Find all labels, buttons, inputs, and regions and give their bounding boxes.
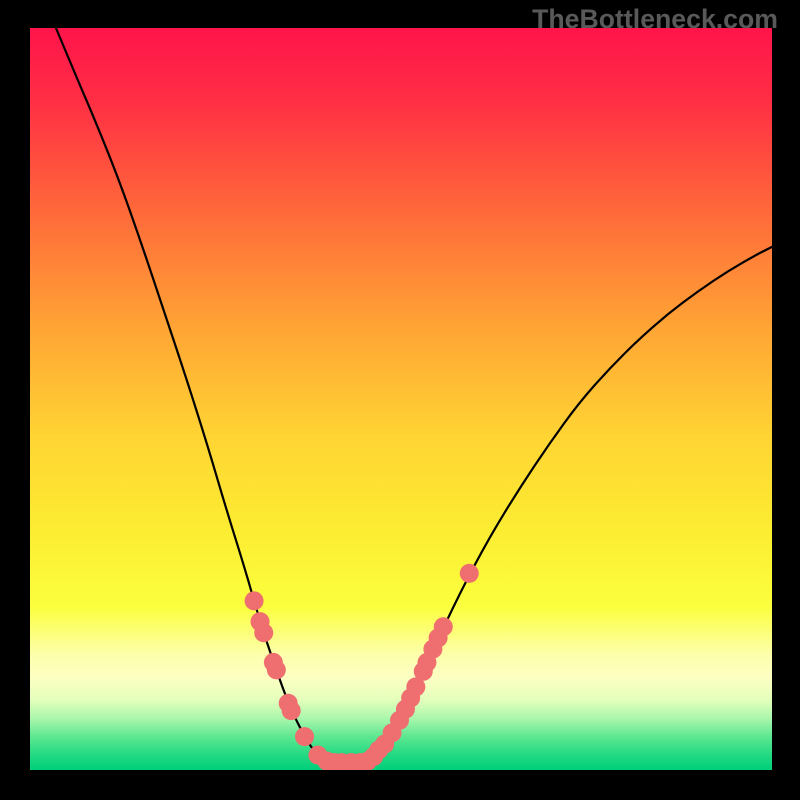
- chart-container: TheBottleneck.com: [0, 0, 800, 800]
- background-gradient: [0, 0, 800, 800]
- watermark-text: TheBottleneck.com: [532, 4, 778, 35]
